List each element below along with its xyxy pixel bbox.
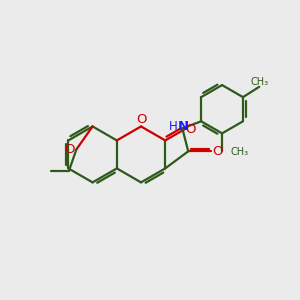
Text: O: O: [186, 123, 196, 136]
Text: O: O: [136, 113, 147, 127]
Text: CH₃: CH₃: [251, 77, 269, 87]
Text: O: O: [65, 143, 75, 156]
Text: O: O: [212, 145, 223, 158]
Text: N: N: [178, 120, 189, 134]
Text: H: H: [169, 120, 178, 134]
Text: CH₃: CH₃: [231, 147, 249, 157]
